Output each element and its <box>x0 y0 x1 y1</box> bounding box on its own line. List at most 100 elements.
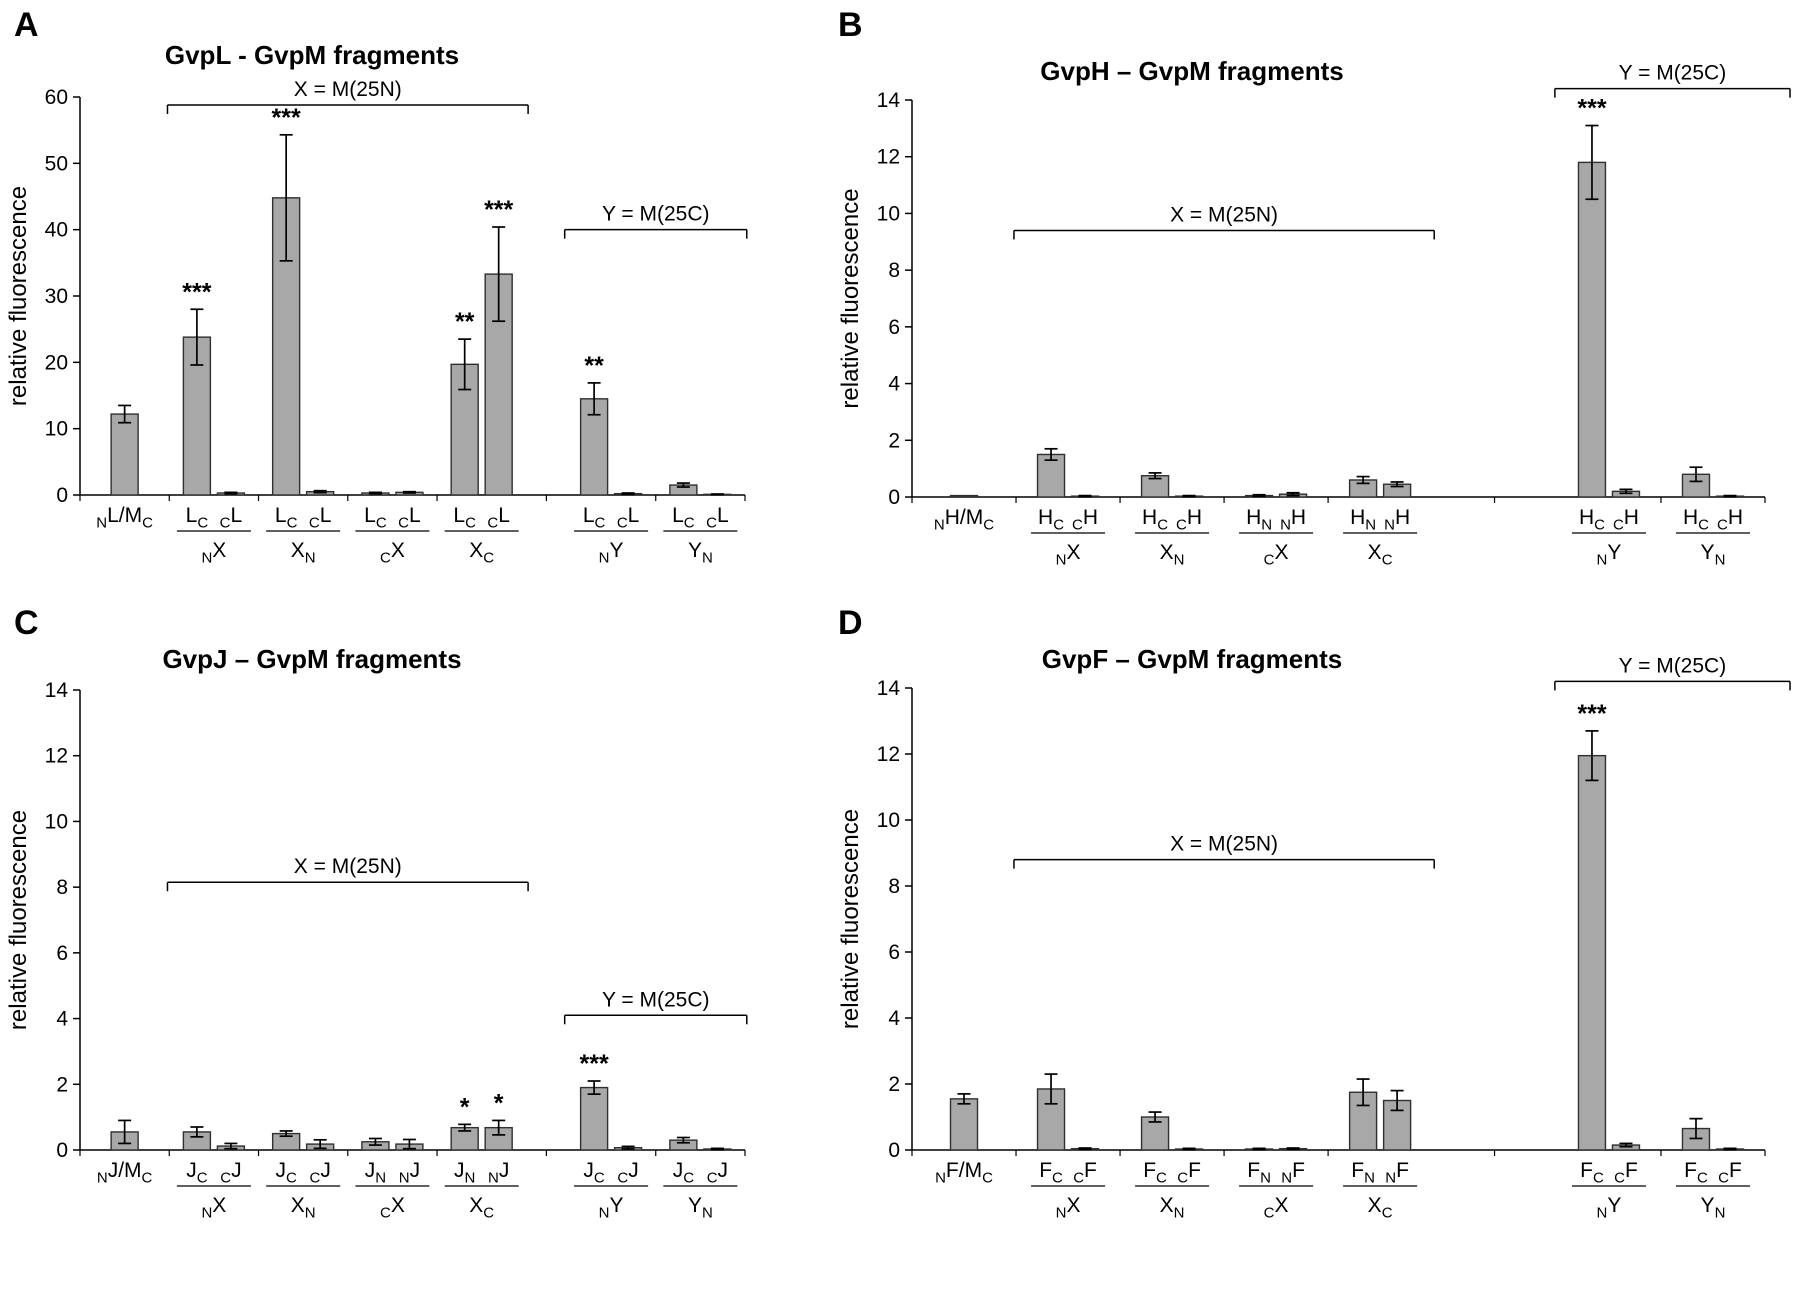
group-label: XN <box>1160 1194 1185 1222</box>
y-tick-label: 2 <box>888 1073 900 1096</box>
bar-label: NJ <box>399 1159 420 1187</box>
y-tick-label: 10 <box>877 809 900 832</box>
bar-label: CL <box>220 504 243 532</box>
group-label: NL/MC <box>96 504 153 532</box>
y-axis-label: relative fluorescence <box>5 186 32 406</box>
bar-label: CJ <box>220 1159 241 1187</box>
group-label: XC <box>469 539 494 567</box>
bracket-label: X = M(25N) <box>294 855 402 878</box>
y-tick-label: 14 <box>877 89 901 112</box>
group-label: NX <box>201 1194 226 1222</box>
bar-label: LC <box>275 504 298 532</box>
y-axis-label: relative fluorescence <box>837 809 864 1029</box>
chart-title: GvpJ – GvpM fragments <box>162 644 461 674</box>
bar-label: LC <box>583 504 606 532</box>
group-label: CX <box>1264 1194 1289 1222</box>
significance-stars: *** <box>272 104 301 132</box>
y-tick-label: 0 <box>56 484 68 507</box>
panel-c: C GvpJ – GvpM fragments relative fluoresce… <box>5 604 748 1222</box>
y-tick-label: 2 <box>56 1073 68 1096</box>
group-label: CX <box>380 1194 405 1222</box>
significance-stars: *** <box>1577 700 1606 728</box>
group-label: YN <box>1701 1194 1726 1222</box>
group-label: NX <box>201 539 226 567</box>
panel-b: B GvpH – GvpM fragments relative fluoresce… <box>837 6 1791 569</box>
bracket-label: Y = M(25C) <box>602 988 710 1011</box>
panel-letter: C <box>14 604 39 642</box>
bar-label: HN <box>1350 506 1376 534</box>
group-label: YN <box>688 1194 713 1222</box>
bar-label: FN <box>1247 1159 1271 1187</box>
panel-letter: D <box>838 604 863 642</box>
panel-d: D GvpF – GvpM fragments relative fluoresce… <box>837 604 1791 1222</box>
y-tick-label: 10 <box>45 418 68 441</box>
bar-label: CJ <box>309 1159 330 1187</box>
y-tick-label: 4 <box>888 1007 900 1030</box>
group-label: NX <box>1056 1194 1081 1222</box>
bar-label: HC <box>1579 506 1605 534</box>
y-tick-label: 4 <box>56 1008 68 1031</box>
bar-label: JC <box>186 1159 208 1187</box>
bar-label: CF <box>1073 1159 1097 1187</box>
bar-label: FC <box>1143 1159 1167 1187</box>
y-tick-label: 8 <box>888 875 900 898</box>
group-label: XN <box>291 1194 316 1222</box>
y-tick-label: 60 <box>45 86 68 109</box>
y-tick-label: 50 <box>45 152 68 175</box>
chart-title: GvpH – GvpM fragments <box>1040 56 1343 86</box>
y-axis-label: relative fluorescence <box>837 188 864 408</box>
bar-label: CL <box>487 504 510 532</box>
bar-label: CF <box>1614 1159 1638 1187</box>
y-tick-label: 14 <box>45 679 69 702</box>
bar-label: NH <box>1280 506 1306 534</box>
group-label: NF/MC <box>935 1159 993 1187</box>
group-label: CX <box>380 539 405 567</box>
significance-stars: *** <box>580 1050 609 1078</box>
bar-label: CF <box>1177 1159 1201 1187</box>
group-label: XC <box>1368 541 1393 569</box>
chart-title: GvpF – GvpM fragments <box>1042 644 1343 674</box>
y-tick-label: 10 <box>45 810 68 833</box>
bar <box>1577 754 1607 1151</box>
bar <box>579 1086 609 1151</box>
bar-label: CH <box>1176 506 1202 534</box>
y-tick-label: 6 <box>888 316 900 339</box>
bar-label: JN <box>365 1159 386 1187</box>
y-tick-label: 8 <box>888 259 900 282</box>
significance-stars: *** <box>1577 95 1606 123</box>
bar-label: NJ <box>488 1159 509 1187</box>
bar-label: FC <box>1039 1159 1063 1187</box>
group-label: XN <box>291 539 316 567</box>
y-tick-label: 30 <box>45 285 68 308</box>
bar-label: HN <box>1246 506 1272 534</box>
bar-label: CF <box>1718 1159 1742 1187</box>
y-tick-label: 14 <box>877 677 901 700</box>
group-label: XN <box>1160 541 1185 569</box>
bar <box>1577 161 1607 498</box>
bar-label: CH <box>1717 506 1743 534</box>
bar-label: CH <box>1072 506 1098 534</box>
bar-label: LC <box>453 504 476 532</box>
bar-label: HC <box>1683 506 1709 534</box>
bar-label: NF <box>1385 1159 1409 1187</box>
bar-label: HC <box>1038 506 1064 534</box>
y-tick-label: 6 <box>888 941 900 964</box>
bar-label: CH <box>1613 506 1639 534</box>
panel-letter: A <box>14 6 39 44</box>
significance-stars: * <box>460 1093 470 1121</box>
y-tick-label: 12 <box>877 146 900 169</box>
bar-label: CJ <box>707 1159 728 1187</box>
bar-label: HC <box>1142 506 1168 534</box>
group-label: YN <box>1701 541 1726 569</box>
bar <box>949 1098 979 1151</box>
group-label: NY <box>1597 1194 1622 1222</box>
bar-label: CL <box>706 504 729 532</box>
y-tick-label: 12 <box>877 743 900 766</box>
bar-label: JC <box>275 1159 297 1187</box>
significance-stars: *** <box>182 278 211 306</box>
group-label: XC <box>469 1194 494 1222</box>
significance-stars: ** <box>455 308 475 336</box>
bracket-label: X = M(25N) <box>1170 833 1278 856</box>
group-label: NJ/MC <box>97 1159 153 1187</box>
